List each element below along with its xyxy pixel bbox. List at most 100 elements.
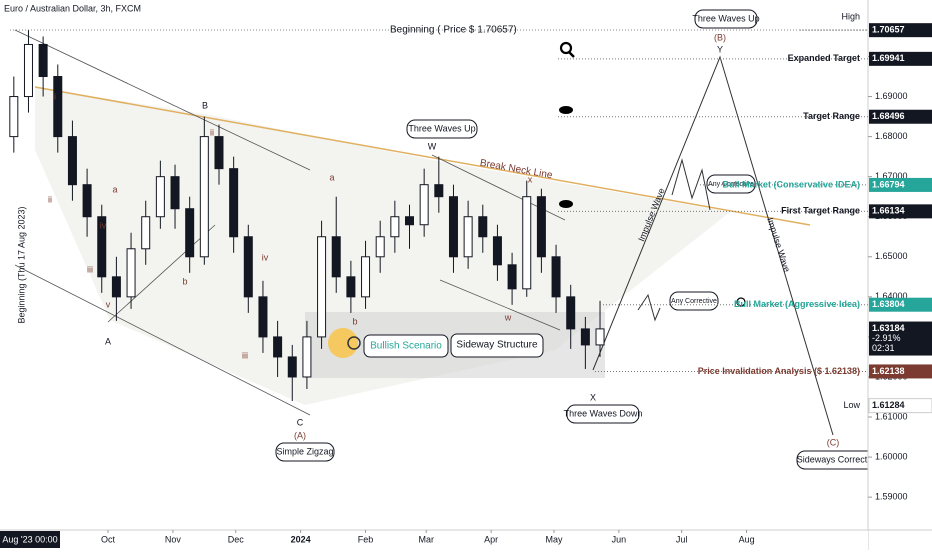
wave-label: v <box>106 299 111 309</box>
last-countdown: 02:31 <box>872 343 895 353</box>
candle-body <box>82 184 92 218</box>
wave-label: a <box>112 184 117 194</box>
level-name: Expanded Target <box>788 53 860 63</box>
x-tick-label: 2024 <box>291 534 311 544</box>
candle-body <box>419 184 429 226</box>
level-value: 1.68496 <box>872 111 905 121</box>
x-tick-label: Apr <box>484 534 498 544</box>
trend-line <box>14 264 311 416</box>
neck-line <box>34 86 811 226</box>
wave-label: B <box>202 100 208 110</box>
level-name: High <box>841 12 860 22</box>
eye-icon <box>559 106 573 114</box>
trend-line <box>439 279 561 331</box>
note-label: Simple Zigzag <box>276 446 333 456</box>
level-name: Target Range <box>803 111 860 121</box>
candle-body <box>492 236 502 266</box>
candle-body <box>67 136 77 186</box>
zigzag <box>637 293 661 322</box>
time-axis <box>0 530 868 550</box>
y-tick-label: 1.69000 <box>875 91 908 101</box>
wave-label: ii <box>48 194 52 204</box>
note-box <box>706 174 756 194</box>
wave-label: W <box>428 141 437 151</box>
projection-path <box>592 55 834 436</box>
bulb-icon <box>736 297 746 307</box>
x-tick-label: Oct <box>101 534 116 544</box>
level-value: 1.63804 <box>872 299 905 309</box>
x-tick-label: Jul <box>676 534 688 544</box>
wave-label: x <box>528 174 533 184</box>
candle-body <box>551 256 561 298</box>
wave-label: iv <box>262 252 269 262</box>
last-change: -2.91% <box>872 333 901 343</box>
trend-line <box>107 224 216 323</box>
cursor-date-box <box>0 531 60 548</box>
level-value: 1.69941 <box>872 53 905 63</box>
candle-body <box>141 216 151 250</box>
note-box <box>694 9 758 29</box>
candle-body <box>361 256 371 298</box>
wave-label: b <box>182 276 187 286</box>
level-box <box>869 23 932 38</box>
note-label: Sideways Correction <box>797 454 880 464</box>
candle-body <box>580 328 590 346</box>
candle-body <box>97 216 107 278</box>
level-name: First Target Range <box>781 206 860 216</box>
wave-label: Y <box>717 44 723 54</box>
wave-label: C <box>297 417 304 427</box>
y-tick-label: 1.61000 <box>875 411 908 421</box>
note-label: Three Waves Down <box>564 408 643 418</box>
candle-body <box>273 336 283 358</box>
note-box <box>566 404 640 424</box>
level-value: 1.62138 <box>872 366 905 376</box>
candle-body <box>243 236 253 298</box>
x-tick-label: Aug <box>739 534 755 544</box>
note-label: Any Corrective <box>671 298 717 305</box>
bullish-box <box>363 334 449 358</box>
note-label: Three Waves Up <box>692 13 759 23</box>
candle-body <box>375 236 385 258</box>
candle-body <box>9 96 19 138</box>
y-tick-label: 1.64000 <box>875 291 908 301</box>
candle-body <box>287 356 297 378</box>
level-box <box>869 51 932 66</box>
level-box <box>869 297 932 312</box>
candle-body <box>536 196 546 258</box>
bullish-label: Bullish Scenario <box>370 341 442 352</box>
x-tick-label: Nov <box>165 534 182 544</box>
search-icon <box>568 51 575 58</box>
wave-label: a <box>329 172 334 182</box>
cursor-date: Aug '23 00:00 <box>2 534 57 544</box>
wave-label: (A) <box>294 430 306 440</box>
beginning-price: Beginning ( Price $ 1.70657) <box>390 25 517 36</box>
emoji-glass <box>347 336 361 350</box>
level-box <box>868 398 932 414</box>
y-tick-label: 1.65000 <box>875 251 908 261</box>
candle-body <box>23 43 33 98</box>
level-box <box>869 204 932 219</box>
wave-label: ii <box>210 127 214 137</box>
level-value: 1.61284 <box>872 400 905 410</box>
sideway-box <box>450 333 544 358</box>
candle-body <box>522 196 532 290</box>
candle-body <box>199 136 209 258</box>
wave-label: b <box>352 316 357 326</box>
price-axis <box>868 0 932 550</box>
x-tick-label: Jun <box>612 534 627 544</box>
candle-body <box>434 184 444 198</box>
candle-body <box>126 248 136 298</box>
candle-body <box>405 216 415 226</box>
candle-body <box>111 276 121 298</box>
search-icon <box>559 41 573 55</box>
last-value: 1.63184 <box>872 323 905 333</box>
y-tick-label: 1.60000 <box>875 451 908 461</box>
wave-label: i <box>54 91 56 101</box>
note-label: Any Corrective <box>708 181 754 188</box>
wave-label: A <box>105 336 111 346</box>
trend-line <box>14 29 311 171</box>
level-value: 1.66134 <box>872 206 905 216</box>
level-box <box>869 364 932 379</box>
candle-body <box>229 168 239 238</box>
candle-body <box>331 236 341 278</box>
